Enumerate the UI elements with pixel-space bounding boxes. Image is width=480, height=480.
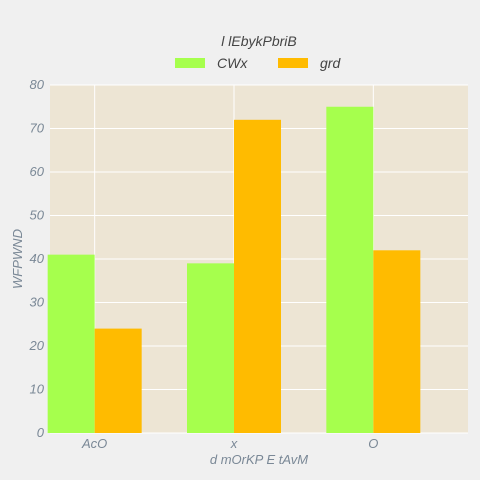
bar-grd-O — [373, 250, 420, 433]
y-tick-label: 60 — [30, 164, 45, 179]
x-axis-label: d mOrKP E tAvM — [210, 452, 308, 467]
x-tick-label: x — [230, 436, 238, 451]
y-tick-label: 30 — [30, 295, 45, 310]
bar-CWx-x — [187, 263, 234, 433]
legend-title: l lEbykPbriB — [221, 33, 296, 49]
legend-swatch-CWx — [175, 58, 205, 68]
legend-items: CWx grd — [175, 55, 341, 71]
legend: l lEbykPbriB CWx grd — [175, 33, 341, 71]
bar-CWx-AcO — [48, 255, 95, 433]
x-tick-label: AcO — [81, 436, 107, 451]
y-tick-label: 0 — [37, 425, 45, 440]
legend-swatch-grd — [278, 58, 308, 68]
bar-grd-x — [234, 120, 281, 433]
y-tick-label: 10 — [30, 382, 45, 397]
y-tick-label: 80 — [30, 77, 45, 92]
y-axis-ticks: 0 10 20 30 40 50 60 70 80 — [29, 77, 45, 440]
y-tick-label: 50 — [30, 208, 45, 223]
y-tick-label: 40 — [30, 251, 45, 266]
y-axis-label: WFPWND — [10, 229, 25, 289]
bar-CWx-O — [326, 107, 373, 433]
legend-label-CWx: CWx — [217, 55, 248, 71]
legend-label-grd: grd — [320, 55, 341, 71]
y-tick-label: 20 — [29, 338, 45, 353]
x-axis-ticks: AcO x O — [81, 436, 378, 451]
x-tick-label: O — [368, 436, 378, 451]
bar-grd-AcO — [95, 329, 142, 433]
y-tick-label: 70 — [30, 121, 45, 136]
